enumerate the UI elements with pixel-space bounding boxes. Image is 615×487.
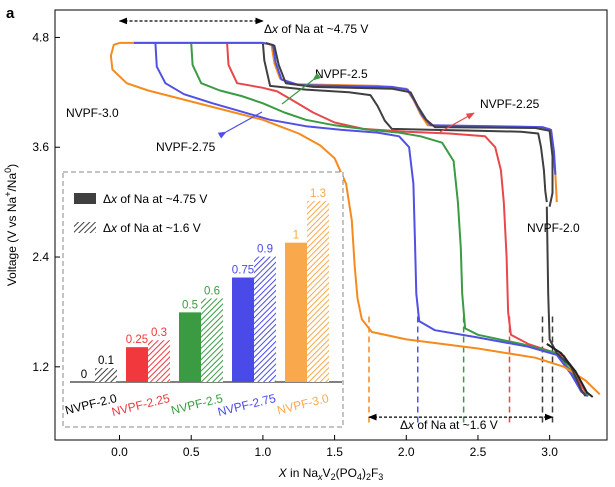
x-tick-label: 1.0 [255, 445, 272, 459]
inset-bar-hatched [148, 340, 170, 382]
curve-label-nvpf-2-5: NVPF-2.5 [315, 67, 368, 81]
inset-bar-hatched [201, 298, 223, 382]
inset-bar-solid [179, 312, 201, 382]
inset-bar-solid [285, 242, 307, 382]
y-tick-label: 1.2 [32, 360, 49, 374]
series-line-nvpf-2-75 [154, 42, 588, 397]
x-tick-label: 0.5 [183, 445, 200, 459]
series-line-nvpf-2-25 [226, 42, 588, 395]
curve-label-nvpf-3-0: NVPF-3.0 [66, 106, 119, 120]
dashed-markers [368, 316, 554, 427]
series-lines [109, 41, 601, 398]
x-tick-label: 1.5 [326, 445, 343, 459]
x-tick-label: 2.5 [470, 445, 487, 459]
x-tick-label: 3.0 [541, 445, 558, 459]
y-tick-label: 4.8 [32, 30, 49, 44]
x-tick-label: 0.0 [111, 445, 128, 459]
inset-value-hatched: 0.1 [98, 355, 114, 367]
inset-bar-hatched [254, 256, 276, 382]
inset-bar-hatched [95, 368, 117, 382]
series-line-nvpf-2-0 [261, 42, 548, 203]
series-line-nvpf-tail-black [546, 343, 594, 398]
inset-value-solid: 1 [293, 230, 299, 242]
y-axis-title: Voltage (V vs Na+/Na0) [3, 164, 19, 286]
inset-value-solid: 0 [81, 369, 87, 381]
inset-bar-hatched [307, 200, 329, 382]
inset-bar-solid [232, 277, 254, 382]
inset-value-solid: 0.25 [126, 334, 148, 346]
inset-value-hatched: 0.6 [204, 285, 220, 297]
nvpf-2-75-arrow [217, 111, 263, 139]
y-axis-ticks: 1.2 2.4 3.6 4.8 [32, 30, 60, 374]
legend-label-hatched: Δx of Na at ~1.6 V [103, 221, 201, 235]
nvpf-2-5-arrow [281, 72, 322, 105]
curve-label-nvpf-2-25: NVPF-2.25 [480, 97, 540, 111]
series-line-nvpf-3-0 [109, 41, 601, 396]
series-line-nvpf-charge-grey [265, 41, 554, 207]
inset-bar-solid [126, 347, 148, 382]
inset-value-hatched: 0.3 [151, 327, 167, 339]
x-tick-label: 2.0 [398, 445, 415, 459]
x-axis-title: X in NaxV2(PO4)2F3 [278, 466, 384, 482]
series-line-nvpf-tail-grey [545, 206, 587, 397]
nvpf-2-25-arrow [439, 112, 475, 133]
dx-high-label: Δx of Na at ~4.75 V [264, 22, 368, 36]
inset-value-solid: 0.5 [182, 299, 198, 311]
legend-swatch-hatched [74, 222, 96, 233]
curve-label-nvpf-2-0: NVPF-2.0 [527, 221, 580, 235]
curve-label-nvpf-2-75: NVPF-2.75 [156, 140, 216, 154]
y-tick-label: 3.6 [32, 140, 49, 154]
legend-label-solid: Δx of Na at ~4.75 V [103, 192, 207, 206]
plot-frame [54, 9, 608, 441]
inset-panel: Δx of Na at ~4.75 V Δx of Na at ~1.6 V 0… [62, 171, 344, 428]
panel-label: a [6, 5, 15, 22]
dx-low-label: Δx of Na at ~1.6 V [400, 418, 498, 432]
x-axis-ticks: 0.0 0.5 1.0 1.5 2.0 2.5 3.0 [111, 435, 558, 459]
inset-value-hatched: 1.3 [310, 188, 326, 200]
legend-swatch-solid [74, 193, 96, 204]
inset-value-hatched: 0.9 [257, 244, 273, 256]
series-line-nvpf-2-5 [190, 42, 589, 397]
inset-value-solid: 0.75 [232, 265, 254, 277]
y-tick-label: 2.4 [32, 250, 49, 264]
